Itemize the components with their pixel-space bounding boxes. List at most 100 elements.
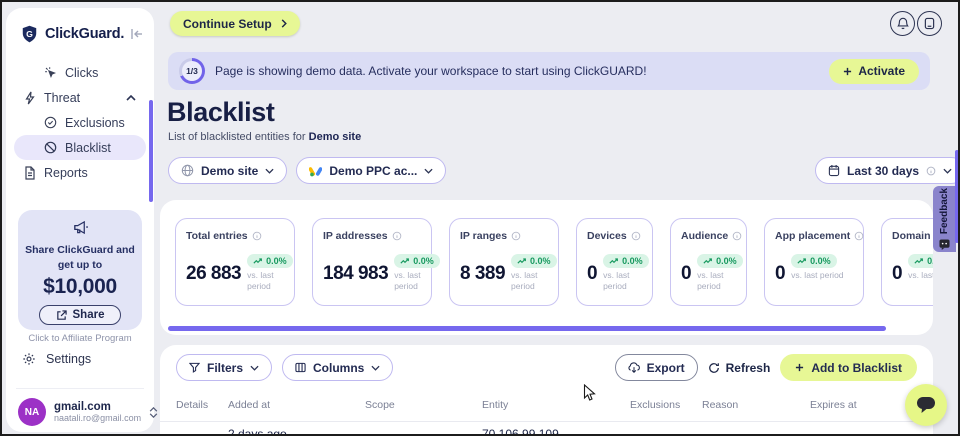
- ppc-account-selector[interactable]: Demo PPC ac...: [296, 157, 447, 184]
- promo-caption: Click to Affiliate Program: [28, 332, 132, 344]
- globe-icon: [181, 164, 194, 177]
- stats-panel: Total entries 26 883 0.0% vs. last perio…: [160, 200, 933, 335]
- columns-button[interactable]: Columns: [282, 354, 394, 381]
- setup-progress-step: 1/3: [186, 66, 198, 76]
- sidebar-nav: Clicks Threat Exclusions Blacklist: [14, 60, 146, 185]
- column-header[interactable]: Reason: [702, 399, 739, 411]
- info-icon[interactable]: [631, 231, 641, 241]
- info-icon[interactable]: [732, 231, 742, 241]
- stat-title: Total entries: [186, 230, 248, 242]
- filters-button[interactable]: Filters: [176, 354, 273, 381]
- continue-setup-label: Continue Setup: [183, 16, 272, 31]
- trend-badge: 0.0%: [247, 254, 293, 268]
- refresh-button[interactable]: Refresh: [708, 360, 771, 375]
- export-label: Export: [646, 360, 685, 375]
- user-name: gmail.com: [54, 401, 111, 413]
- promo-amount: $10,000: [43, 275, 117, 299]
- info-icon[interactable]: [854, 231, 864, 241]
- trend-badge: 0.0%: [908, 254, 933, 268]
- stat-value: 26 883: [186, 263, 242, 284]
- svg-text:G: G: [26, 29, 33, 39]
- column-header[interactable]: Details: [176, 399, 209, 411]
- sidebar-item-threat[interactable]: Threat: [14, 85, 146, 110]
- column-header[interactable]: Entity: [482, 399, 509, 411]
- info-icon[interactable]: [511, 231, 521, 241]
- stat-value: 0: [587, 263, 598, 284]
- feedback-chat-icon: [939, 239, 950, 251]
- stat-value: 8 389: [460, 263, 506, 284]
- gear-icon: [22, 352, 36, 366]
- sidebar-item-blacklist[interactable]: Blacklist: [14, 135, 146, 160]
- settings-label: Settings: [46, 352, 92, 366]
- chat-bubble-icon: [916, 396, 936, 414]
- ppc-account-value: Demo PPC ac...: [329, 163, 418, 178]
- stat-value: 184 983: [323, 263, 389, 284]
- column-header[interactable]: Added at: [228, 399, 271, 411]
- sidebar-item-clicks[interactable]: Clicks: [14, 60, 146, 85]
- column-header[interactable]: Expires at: [810, 399, 857, 411]
- plus-icon: [795, 363, 804, 372]
- sidebar-item-label: Threat: [44, 90, 81, 105]
- chevron-up-icon[interactable]: [126, 94, 136, 101]
- sidebar-item-reports[interactable]: Reports: [14, 160, 146, 185]
- site-selector[interactable]: Demo site: [168, 157, 288, 184]
- share-button[interactable]: Share: [38, 305, 122, 326]
- user-menu[interactable]: NA gmail.com naatali.ro@gmail.com: [18, 398, 158, 426]
- calendar-icon: [828, 164, 840, 177]
- stat-title: Devices: [587, 230, 627, 242]
- blacklist-table-panel: Filters Columns Export Refresh: [160, 345, 933, 436]
- column-header[interactable]: Scope: [365, 399, 395, 411]
- lightning-icon: [24, 91, 36, 105]
- stat-card-total-entries: Total entries 26 883 0.0% vs. last perio…: [175, 218, 295, 306]
- check-circle-icon: [44, 116, 57, 129]
- info-icon[interactable]: [252, 231, 262, 241]
- info-icon[interactable]: [392, 231, 402, 241]
- stat-value: 0: [681, 263, 692, 284]
- vertical-scrollbar[interactable]: [955, 150, 959, 243]
- trend-badge: 0.0%: [603, 254, 649, 268]
- activate-button[interactable]: Activate: [829, 58, 919, 84]
- chevron-down-icon: [250, 365, 259, 371]
- refresh-label: Refresh: [725, 360, 771, 375]
- vs-period-label: vs. last period: [394, 270, 421, 292]
- sidebar-divider: [16, 388, 144, 389]
- chat-widget-button[interactable]: [905, 384, 947, 426]
- export-button[interactable]: Export: [614, 354, 698, 381]
- collapse-sidebar-icon[interactable]: [130, 28, 144, 40]
- column-header[interactable]: Exclusions: [630, 399, 681, 411]
- feedback-label: Feedback: [939, 187, 950, 235]
- add-to-blacklist-label: Add to Blacklist: [811, 360, 902, 375]
- continue-setup-button[interactable]: Continue Setup: [170, 11, 300, 36]
- notifications-button[interactable]: [890, 11, 915, 36]
- trend-badge: 0.0%: [394, 254, 440, 268]
- date-range-selector[interactable]: Last 30 days: [815, 157, 960, 184]
- scope-bar: Demo site Demo PPC ac...: [168, 157, 447, 184]
- columns-icon: [295, 362, 306, 373]
- affiliate-promo-card[interactable]: Share ClickGuard and get up to $10,000 S…: [18, 210, 142, 344]
- mouse-cursor: [583, 383, 597, 407]
- stat-card-ip-ranges: IP ranges 8 389 0.0% vs. last period: [449, 218, 559, 306]
- table-toolbar: Filters Columns Export Refresh: [160, 345, 933, 381]
- megaphone-icon: [72, 220, 89, 235]
- sidebar-item-exclusions[interactable]: Exclusions: [14, 110, 146, 135]
- chevron-down-icon: [424, 168, 433, 174]
- stat-card-devices: Devices 0 0.0% vs. last period: [576, 218, 653, 306]
- document-icon: [24, 165, 36, 180]
- columns-label: Columns: [313, 360, 365, 375]
- info-icon: [926, 166, 936, 176]
- sidebar: G ClickGuard. Clicks Threat Excl: [6, 8, 158, 432]
- table-header-row: Details Added at Scope Entity Exclusions…: [160, 381, 933, 422]
- date-range-value: Last 30 days: [847, 163, 920, 178]
- external-link-icon: [56, 310, 67, 321]
- sidebar-scrollbar[interactable]: [149, 100, 153, 202]
- download-cloud-icon: [628, 361, 640, 374]
- add-to-blacklist-button[interactable]: Add to Blacklist: [780, 354, 917, 381]
- docs-button[interactable]: [917, 11, 942, 36]
- sidebar-item-label: Blacklist: [65, 140, 111, 155]
- horizontal-scrollbar[interactable]: [168, 326, 886, 331]
- table-row[interactable]: 2 days ago 70.106.99.109: [160, 422, 933, 436]
- feedback-tab[interactable]: Feedback: [933, 186, 956, 252]
- page-title: Blacklist: [167, 97, 275, 127]
- activate-label: Activate: [858, 64, 905, 78]
- sidebar-item-settings[interactable]: Settings: [22, 352, 91, 366]
